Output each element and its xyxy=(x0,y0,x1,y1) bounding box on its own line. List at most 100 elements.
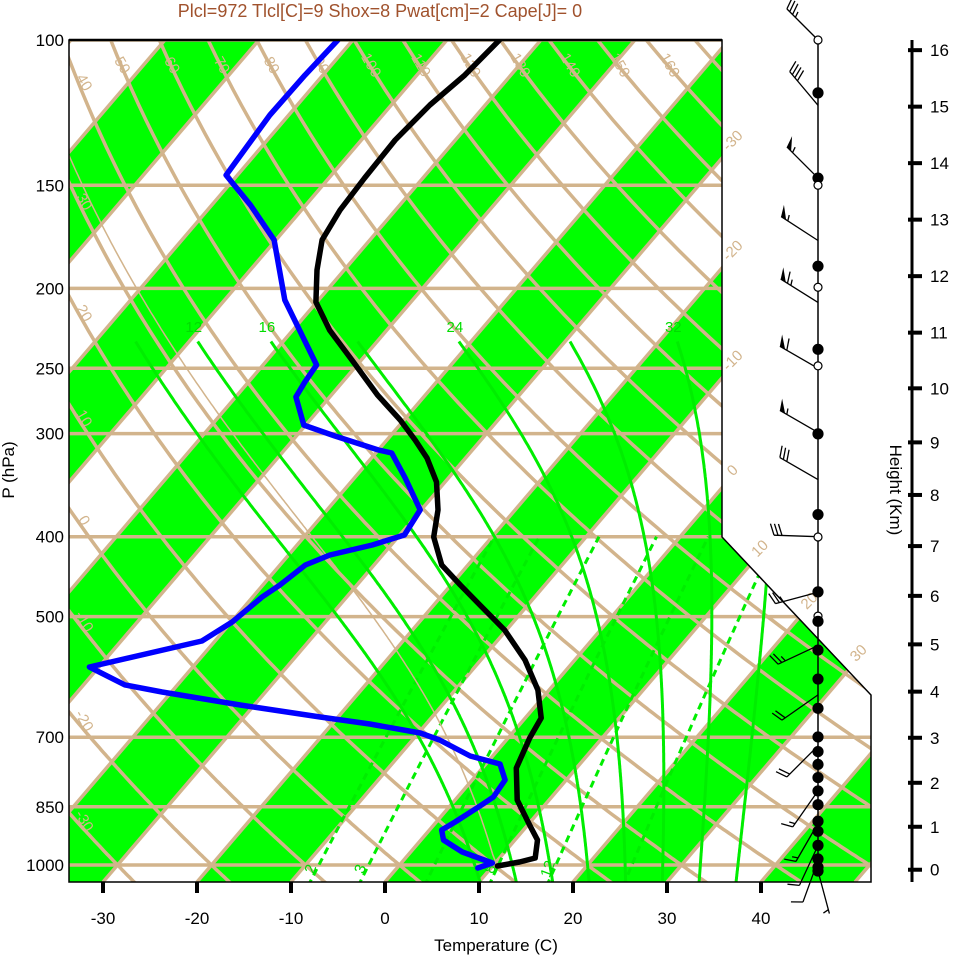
wind-barb-half-feather xyxy=(790,279,793,286)
dry-adiabat-label: 60 xyxy=(160,54,183,77)
wind-barb-shaft xyxy=(779,456,819,481)
y-axis-label: P (hPa) xyxy=(0,441,18,498)
height-tick-label: 12 xyxy=(930,267,949,286)
moist-adiabat-label: 32 xyxy=(665,319,682,336)
x-axis-label: Temperature (C) xyxy=(434,936,558,955)
wind-barb xyxy=(775,745,819,778)
isotherm-label: -10 xyxy=(719,347,746,374)
isotherm-label: 10 xyxy=(748,537,772,561)
pressure-tick-label: 1000 xyxy=(26,856,64,875)
height-tick-label: 2 xyxy=(930,774,939,793)
wind-barb-shaft xyxy=(774,534,819,538)
height-axis-label: Height (Km) xyxy=(886,445,905,536)
dry-adiabat-label: 30 xyxy=(72,190,95,213)
isotherm-line xyxy=(101,40,825,882)
wind-barb-shaft xyxy=(789,71,819,106)
wind-barb-shaft xyxy=(780,278,819,303)
wind-barb-half-feather xyxy=(780,656,786,662)
dry-adiabat-line xyxy=(157,40,871,882)
height-dot-filled xyxy=(812,702,824,714)
wind-barb xyxy=(787,845,819,887)
height-tick-label: 16 xyxy=(930,41,949,60)
wind-barb-feather xyxy=(782,447,787,460)
mixing-ratio-line xyxy=(487,536,658,882)
isotherm-line xyxy=(69,40,637,882)
pressure-tick-label: 500 xyxy=(36,608,64,627)
wind-barb-feather xyxy=(778,768,790,775)
isotherm-line xyxy=(69,40,449,882)
x-tick-label: -20 xyxy=(185,909,210,928)
wind-barb-shaft xyxy=(779,345,819,369)
wind-barb-feather xyxy=(779,445,783,458)
height-dot-filled xyxy=(812,615,824,627)
isotherm-line xyxy=(69,40,261,882)
isotherm-line xyxy=(665,40,871,882)
wind-barb-feather xyxy=(787,883,800,887)
height-tick-label: 15 xyxy=(930,98,949,117)
x-tick-label: 20 xyxy=(564,909,583,928)
isotherm-label: -30 xyxy=(719,127,746,154)
dry-adiabat-line xyxy=(401,40,871,882)
height-dot-filled xyxy=(812,428,824,440)
wind-barb-feather xyxy=(786,271,791,284)
height-dot-filled xyxy=(812,586,824,598)
height-dot-filled xyxy=(812,745,824,758)
height-dot-filled xyxy=(812,839,824,851)
wind-barb-feather xyxy=(791,3,799,15)
x-tick-label: -30 xyxy=(91,909,116,928)
wind-barb-feather xyxy=(784,858,797,863)
wind-barb-feather xyxy=(768,593,777,604)
mixing-ratio-line xyxy=(621,536,778,882)
moist-adiabat-line xyxy=(269,340,555,882)
height-dot-filled xyxy=(812,758,824,771)
moist-adiabat-line xyxy=(356,340,591,882)
dry-adiabat-label: 10 xyxy=(72,407,95,430)
isotherm-line xyxy=(69,40,543,882)
isotherm-label: 30 xyxy=(847,641,871,665)
pressure-tick-label: 250 xyxy=(36,359,64,378)
height-tick-label: 3 xyxy=(930,729,939,748)
wind-barb-half-feather xyxy=(786,408,789,415)
parcel-path xyxy=(69,40,499,867)
mixing-ratio-line xyxy=(423,536,601,882)
wind-barb xyxy=(768,591,819,605)
mixing-ratio-line xyxy=(306,535,496,882)
dry-adiabat-label: 20 xyxy=(72,302,95,325)
wind-barb-shaft xyxy=(779,409,819,433)
pressure-tick-label: 400 xyxy=(36,528,64,547)
x-tick-label: 10 xyxy=(470,909,489,928)
wind-barb xyxy=(779,445,819,481)
dry-adiabat-line xyxy=(109,40,871,882)
dry-adiabat-line xyxy=(352,40,871,882)
wind-barb xyxy=(780,204,819,242)
moist-adiabat-label: 12 xyxy=(185,319,202,336)
height-dot-filled xyxy=(812,673,824,685)
dry-adiabat-label: 0 xyxy=(74,513,93,529)
height-dot-filled xyxy=(812,87,824,99)
dry-adiabat-label: 90 xyxy=(310,54,333,77)
wind-barb xyxy=(789,60,819,106)
moist-adiabat-line xyxy=(734,341,775,882)
wind-barb xyxy=(771,694,819,721)
dry-adiabat-line xyxy=(69,40,426,882)
height-dot-open xyxy=(813,35,823,45)
moist-adiabat-line xyxy=(196,340,519,882)
height-tick-label: 4 xyxy=(930,683,939,702)
wind-barb-flag xyxy=(779,334,786,350)
height-dot-filled xyxy=(812,825,824,837)
pressure-tick-label: 200 xyxy=(36,279,64,298)
height-tick-label: 1 xyxy=(930,818,939,837)
height-tick-label: 0 xyxy=(930,861,939,880)
wind-barb-flag xyxy=(781,204,787,220)
wind-barb-half-feather xyxy=(789,821,796,825)
wind-barb-flag xyxy=(786,136,793,152)
mixing-ratio-line xyxy=(356,535,541,882)
height-tick-label: 6 xyxy=(930,587,939,606)
isotherm-line xyxy=(949,40,961,882)
height-dot-filled xyxy=(812,644,824,656)
height-dot-filled xyxy=(812,343,824,355)
pressure-tick-label: 100 xyxy=(36,31,64,50)
wind-barb-half-feather xyxy=(794,11,799,18)
